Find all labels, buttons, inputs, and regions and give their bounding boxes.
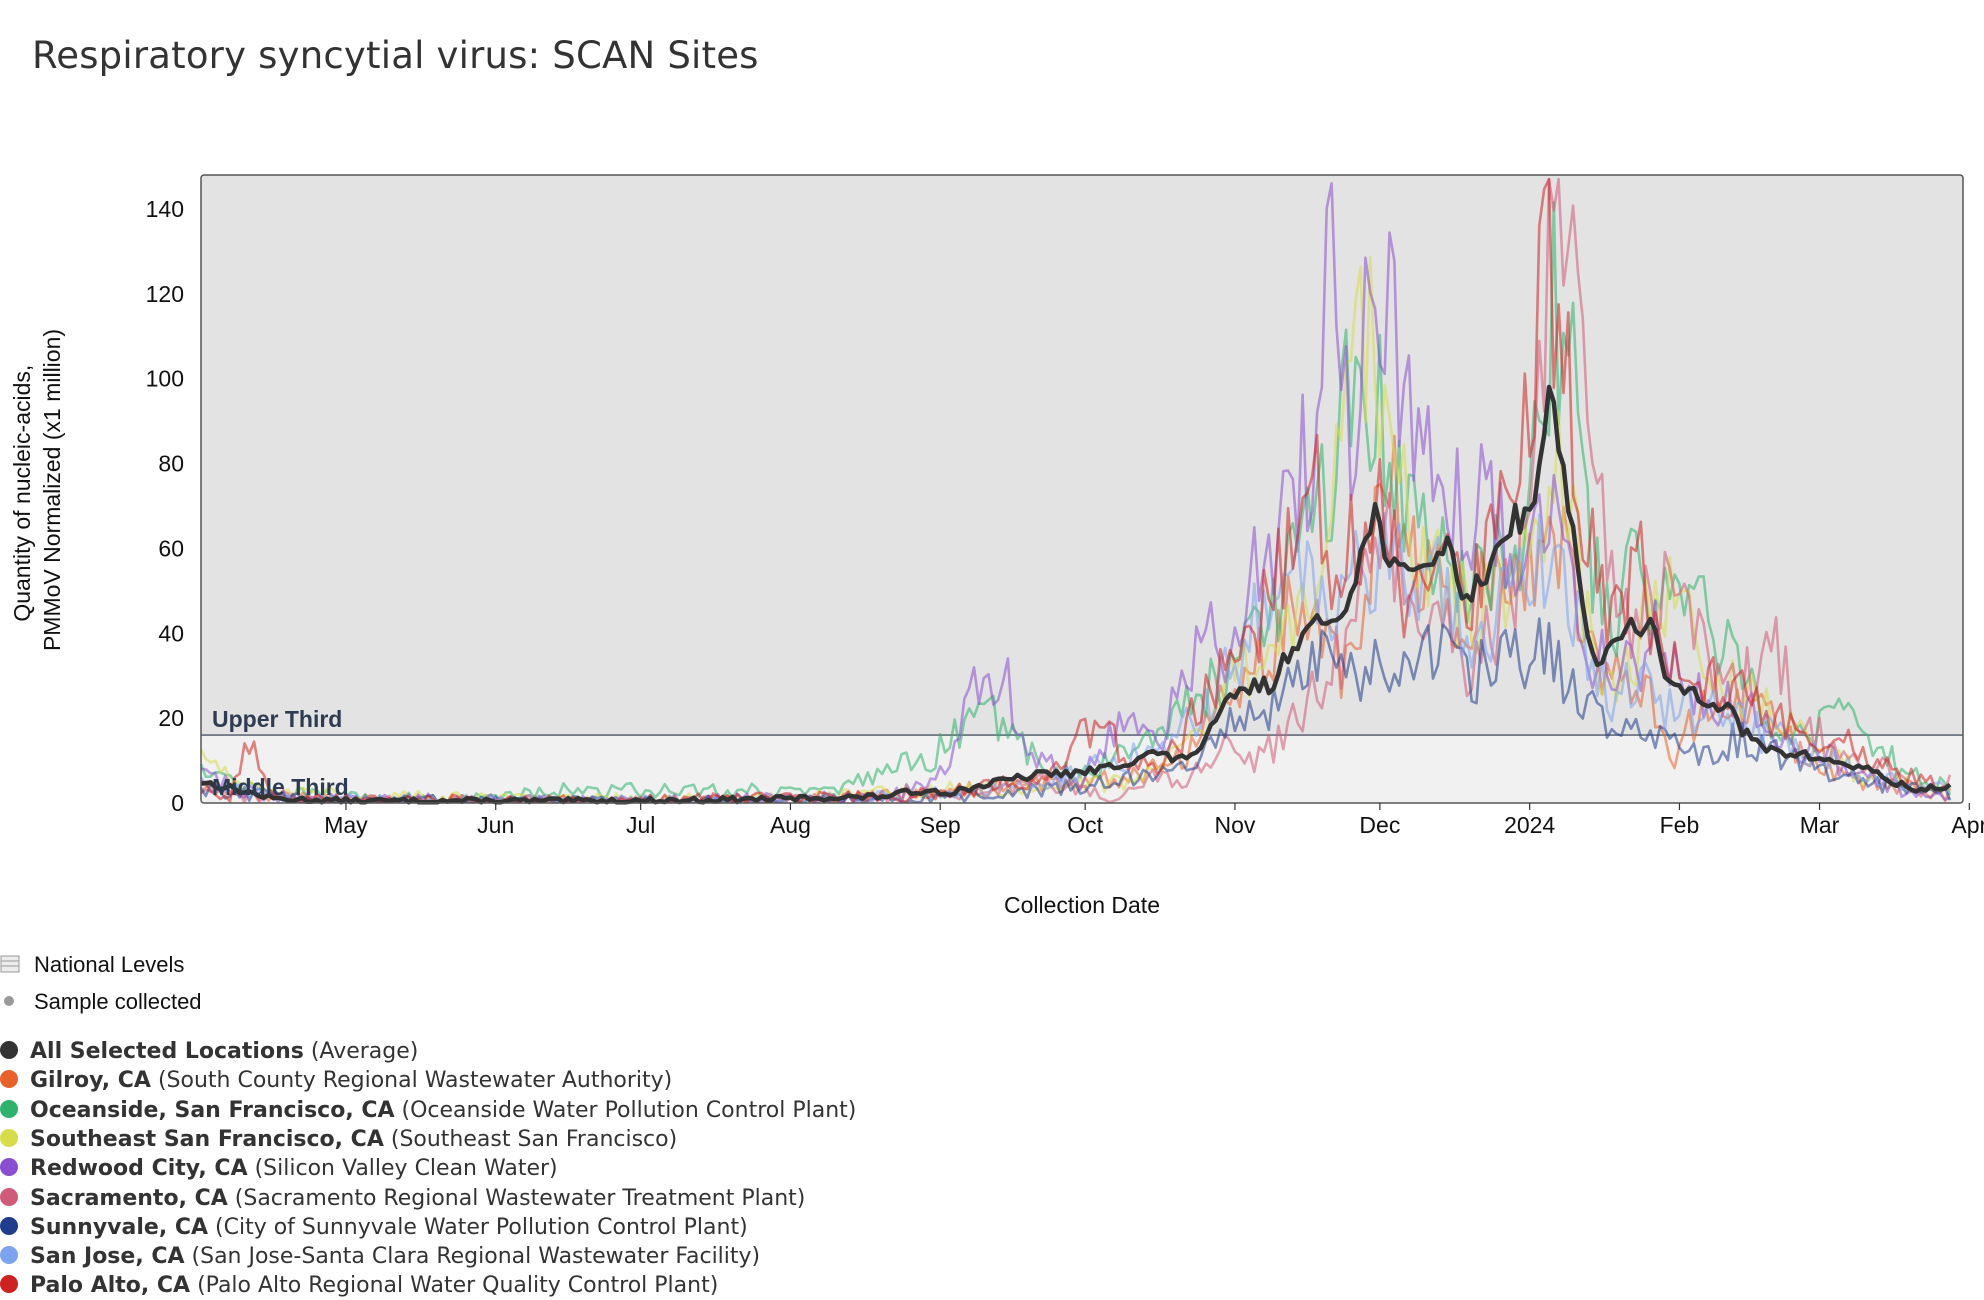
x-tick-label: May	[324, 812, 368, 838]
legend-item[interactable]: Southeast San Francisco, CA (Southeast S…	[0, 1125, 677, 1154]
legend-item[interactable]: Sacramento, CA (Sacramento Regional Wast…	[0, 1184, 805, 1213]
y-tick-label: 20	[158, 705, 184, 731]
x-axis: May Jun Jul Aug Sep Oct Nov Dec 2024 Feb Mar Apr	[324, 803, 1984, 838]
legend-item[interactable]: Sunnyvale, CA (City of Sunnyvale Water P…	[0, 1213, 748, 1242]
x-tick-label: Mar	[1800, 812, 1840, 838]
x-axis-label: Collection Date	[1004, 892, 1160, 918]
legend-plant: (San Jose-Santa Clara Regional Wastewate…	[191, 1244, 761, 1270]
plot-area	[201, 175, 1963, 803]
plot-frame	[200, 174, 1964, 804]
legend-color-dot-icon	[0, 1128, 18, 1147]
legend-item[interactable]: Redwood City, CA (Silicon Valley Clean W…	[0, 1154, 558, 1183]
band-label-layer: Upper Third Middle Third	[212, 706, 349, 800]
legend-color-dot-icon	[0, 1275, 18, 1294]
legend-location: San Jose, CA	[30, 1244, 185, 1270]
y-tick-label: 120	[146, 281, 184, 307]
band-label-middle-third: Middle Third	[212, 774, 349, 800]
y-tick-label: 80	[158, 451, 184, 477]
x-tick-label: 2024	[1504, 812, 1555, 838]
y-tick-label: 100	[146, 366, 184, 392]
x-tick-label: Feb	[1660, 812, 1700, 838]
legend-plant: (South County Regional Wastewater Author…	[157, 1068, 673, 1094]
legend-color-dot-icon	[0, 1246, 18, 1265]
y-axis-label: Quantity of nucleic-acids, PMMoV Normali…	[9, 329, 65, 651]
x-tick-label: Dec	[1359, 812, 1400, 838]
legend-color-dot-icon	[0, 1216, 18, 1235]
y-tick-label: 60	[158, 535, 184, 561]
band-label-upper-third: Upper Third	[212, 706, 342, 732]
legend-location: Palo Alto, CA	[30, 1273, 191, 1299]
legend-color-dot-icon	[0, 1041, 18, 1059]
legend-item[interactable]: All Selected Locations (Average)	[0, 1037, 418, 1066]
chart: Upper Third Middle Third 0 20 40 60 80 100 120 1…	[9, 174, 1984, 918]
legend-location: Sunnyvale, CA	[30, 1214, 209, 1240]
x-tick-label: Jul	[626, 812, 655, 838]
y-axis: 0 20 40 60 80 100 120 140	[146, 196, 184, 816]
x-tick-label: Aug	[770, 812, 811, 838]
series-line-all-selected-locations[interactable]	[200, 384, 1952, 805]
x-tick-label: Jun	[477, 812, 514, 838]
legend-location: Southeast San Francisco, CA	[30, 1126, 384, 1152]
legend-location: All Selected Locations	[30, 1039, 304, 1064]
legend-plant: (City of Sunnyvale Water Pollution Contr…	[215, 1214, 748, 1240]
legend-item[interactable]: Palo Alto, CA (Palo Alto Regional Water …	[0, 1271, 718, 1300]
legend-item[interactable]: San Jose, CA (San Jose-Santa Clara Regio…	[0, 1242, 760, 1271]
legend-color-dot-icon	[0, 1187, 18, 1206]
x-tick-label: Oct	[1067, 812, 1103, 838]
legend-item[interactable]: Gilroy, CA (South County Regional Wastew…	[0, 1066, 672, 1095]
x-tick-label: Sep	[920, 812, 961, 838]
legend-location: Sacramento, CA	[30, 1185, 228, 1211]
x-tick-label: Nov	[1214, 812, 1255, 838]
y-tick-label: 140	[146, 196, 184, 222]
national-levels-icon	[0, 955, 20, 973]
sample-collected-label: Sample collected	[34, 989, 202, 1014]
national-levels-label: National Levels	[34, 952, 185, 977]
legend-location: Redwood City, CA	[30, 1156, 248, 1182]
legend-sample-collected[interactable]: Sample collected	[0, 987, 202, 1017]
y-tick-label: 0	[171, 790, 184, 816]
legend-plant: (Oceanside Water Pollution Control Plant…	[401, 1097, 857, 1123]
sample-dot-icon	[4, 996, 14, 1007]
legend-plant: (Southeast San Francisco)	[390, 1126, 678, 1152]
legend-national-levels[interactable]: National Levels	[0, 950, 184, 980]
legend-location: Oceanside, San Francisco, CA	[30, 1097, 395, 1123]
legend-location: Gilroy, CA	[30, 1068, 151, 1094]
legend-item[interactable]: Oceanside, San Francisco, CA (Oceanside …	[0, 1096, 856, 1125]
legend-plant: (Average)	[310, 1039, 419, 1064]
legend-color-dot-icon	[0, 1158, 18, 1177]
legend-color-dot-icon	[0, 1099, 18, 1118]
legend-color-dot-icon	[0, 1070, 18, 1089]
y-axis-label-line-1: Quantity of nucleic-acids,	[9, 365, 35, 622]
x-tick-label: Apr	[1951, 812, 1984, 838]
legend-plant: (Sacramento Regional Wastewater Treatmen…	[234, 1185, 806, 1211]
chart-title: Respiratory syncytial virus: SCAN Sites	[32, 34, 759, 77]
y-axis-label-line-2: PMMoV Normalized (x1 million)	[39, 329, 65, 651]
y-tick-label: 40	[158, 620, 184, 646]
series-layer	[199, 177, 1952, 805]
legend-plant: (Palo Alto Regional Water Quality Contro…	[197, 1273, 719, 1299]
legend-plant: (Silicon Valley Clean Water)	[254, 1156, 558, 1182]
